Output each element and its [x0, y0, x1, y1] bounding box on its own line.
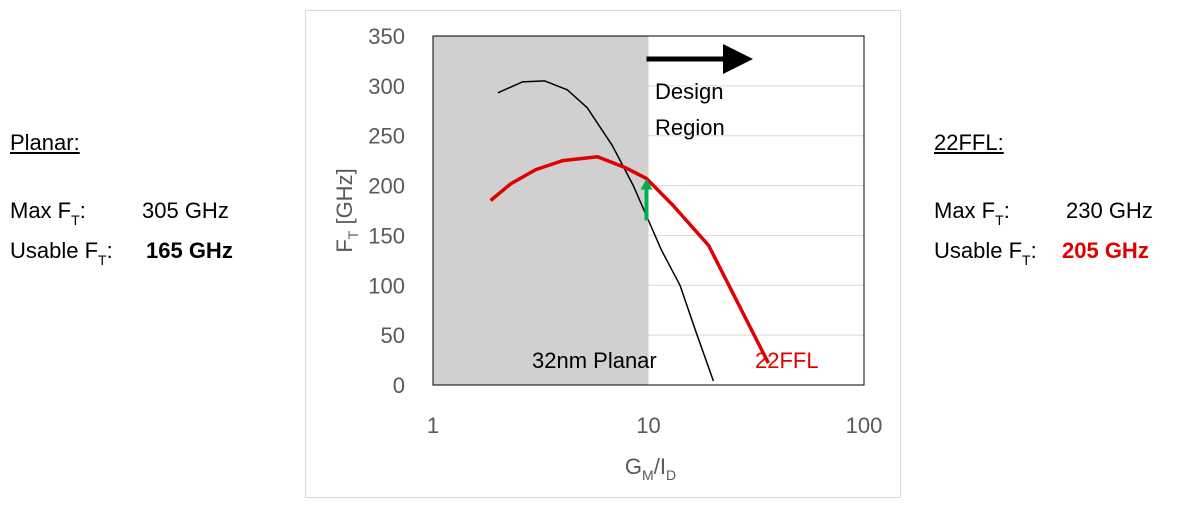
x-tick-label: 10 [636, 413, 660, 438]
planar-usable-label-main: Usable F [10, 238, 99, 263]
planar-usable-value: 165 GHz [146, 238, 233, 263]
planar-max-label-colon: : [79, 198, 86, 223]
planar-usable-label-sub: T [98, 252, 107, 268]
y-axis-label-rest: [GHz] [332, 168, 357, 230]
x-axis-label-mid: /I [654, 454, 666, 479]
ffl-usable-label: Usable FT: [934, 232, 1062, 272]
planar-summary: Planar: Max FT: 305 GHz Usable FT: 165 GHz [10, 124, 233, 272]
x-axis-label-main: G [625, 454, 642, 479]
ffl-usable-value: 205 GHz [1062, 238, 1149, 263]
y-tick-label: 350 [368, 24, 405, 49]
ffl-max-row: Max FT: 230 GHz [934, 192, 1153, 232]
x-axis-label: GM/ID [625, 454, 676, 483]
planar-usable-row: Usable FT: 165 GHz [10, 232, 233, 272]
planar-max-label-sub: T [71, 212, 80, 228]
ffl-max-label-sub: T [995, 212, 1004, 228]
chart-frame [305, 10, 901, 498]
y-tick-label: 50 [381, 323, 405, 348]
planar-usable-label-colon: : [106, 238, 113, 263]
y-tick-label: 150 [368, 223, 405, 248]
x-axis-label-sub2: D [666, 467, 676, 483]
y-tick-label: 100 [368, 273, 405, 298]
series-line-22ffl [489, 154, 770, 364]
planar-heading: Planar: [10, 130, 80, 155]
plot-border [432, 35, 865, 386]
ffl-max-label: Max FT: [934, 192, 1066, 232]
y-tick-label: 0 [393, 373, 405, 398]
y-axis-label: FT [GHz] [332, 168, 361, 252]
series-label-22ffl: 22FFL [755, 348, 819, 373]
y-tick-label: 200 [368, 174, 405, 199]
ffl-usable-label-colon: : [1030, 238, 1037, 263]
ffl-max-label-colon: : [1003, 198, 1010, 223]
planar-max-label: Max FT: [10, 192, 142, 232]
y-tick-label: 300 [368, 74, 405, 99]
x-tick-labels: 1 10 100 [427, 413, 882, 438]
x-tick-label: 1 [427, 413, 439, 438]
ffl-max-label-main: Max F [934, 198, 996, 223]
ffl-heading: 22FFL: [934, 130, 1004, 155]
design-region-label-line2: Region [655, 115, 725, 140]
x-axis-label-sub1: M [642, 467, 654, 483]
y-tick-label: 250 [368, 124, 405, 149]
y-axis-label-sub: T [345, 230, 361, 239]
planar-max-label-main: Max F [10, 198, 72, 223]
planar-usable-label: Usable FT: [10, 232, 146, 272]
ffl-usable-label-sub: T [1022, 252, 1031, 268]
shaded-region [433, 36, 649, 385]
x-tick-label: 100 [846, 413, 883, 438]
ffl-usable-row: Usable FT: 205 GHz [934, 232, 1153, 272]
y-tick-labels: 0 50 100 150 200 250 300 350 [368, 24, 405, 398]
ffl-summary: 22FFL: Max FT: 230 GHz Usable FT: 205 GHz [934, 124, 1153, 272]
planar-max-value: 305 GHz [142, 198, 229, 223]
series-label-32nm-planar: 32nm Planar [532, 348, 657, 373]
y-axis-label-main: F [332, 239, 357, 252]
planar-max-row: Max FT: 305 GHz [10, 192, 233, 232]
usable-ft-arrow-icon [640, 178, 653, 190]
ffl-usable-label-main: Usable F [934, 238, 1023, 263]
ffl-max-value: 230 GHz [1066, 198, 1153, 223]
design-region-label-line1: Design [655, 79, 723, 104]
series-group [489, 80, 770, 382]
